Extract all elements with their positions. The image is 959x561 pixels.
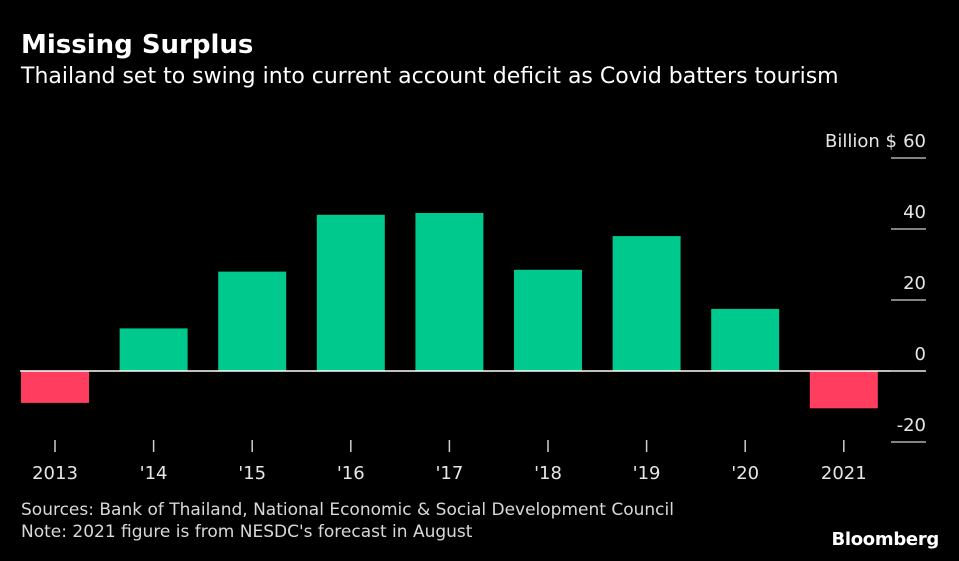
chart-title: Missing Surplus bbox=[21, 30, 254, 60]
y-tick-label-3: 40 bbox=[903, 202, 926, 223]
x-tick-label-4: '17 bbox=[435, 463, 463, 484]
forecast-note: Note: 2021 figure is from NESDC's foreca… bbox=[21, 522, 473, 542]
x-tick-label-6: '19 bbox=[633, 463, 661, 484]
x-tick-label-1: '14 bbox=[140, 463, 168, 484]
bar-4 bbox=[415, 213, 484, 371]
bar-6 bbox=[612, 236, 681, 371]
y-axis-label: Billion $ bbox=[825, 131, 897, 152]
y-tick-label-2: 20 bbox=[903, 273, 926, 294]
x-tick-label-5: '18 bbox=[534, 463, 562, 484]
bar-1 bbox=[119, 328, 188, 371]
bar-8 bbox=[809, 371, 878, 409]
sources-note: Sources: Bank of Thailand, National Econ… bbox=[21, 500, 674, 520]
y-tick-label-1: 0 bbox=[915, 344, 926, 365]
bar-7 bbox=[711, 308, 780, 371]
bloomberg-logo: Bloomberg bbox=[831, 529, 939, 550]
bar-5 bbox=[514, 269, 582, 371]
y-tick-label-4: 60 bbox=[903, 131, 926, 152]
bar-3 bbox=[316, 214, 385, 371]
bar-0 bbox=[21, 371, 89, 403]
bar-2 bbox=[218, 271, 287, 371]
x-tick-label-3: '16 bbox=[337, 463, 365, 484]
chart-notes: Sources: Bank of Thailand, National Econ… bbox=[21, 499, 674, 543]
x-tick-label-7: '20 bbox=[731, 463, 759, 484]
x-tick-label-8: 2021 bbox=[821, 463, 867, 484]
y-tick-label-0: -20 bbox=[897, 415, 926, 436]
x-tick-label-0: 2013 bbox=[32, 463, 78, 484]
x-tick-label-2: '15 bbox=[238, 463, 266, 484]
chart-subtitle: Thailand set to swing into current accou… bbox=[21, 64, 839, 89]
